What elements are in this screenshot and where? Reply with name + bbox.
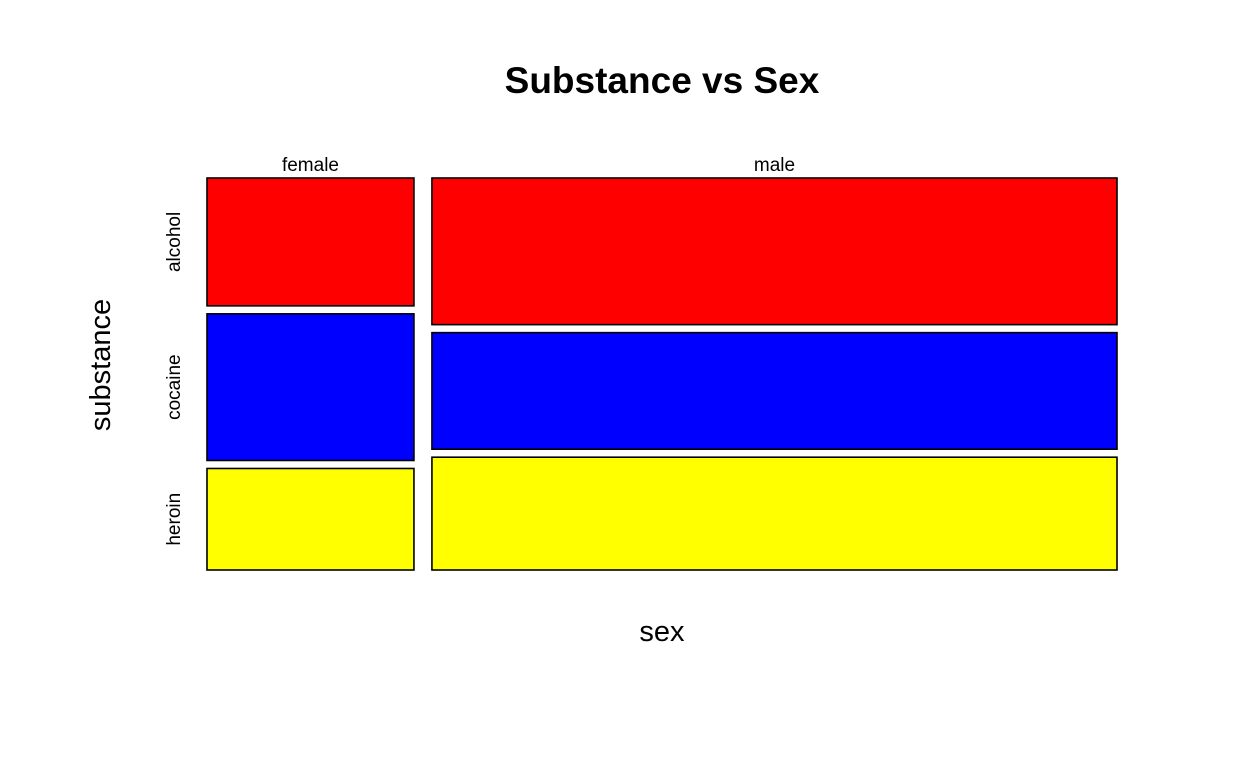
x-category-labels: female male — [282, 155, 795, 176]
x-category-label-male: male — [754, 155, 795, 176]
tile-male-alcohol — [431, 177, 1118, 326]
tile-female-alcohol — [206, 177, 415, 307]
y-category-label-cocaine: cocaine — [164, 354, 185, 420]
mosaic-tiles — [206, 177, 1118, 571]
tile-male-heroin — [431, 456, 1118, 571]
tile-female-heroin — [206, 467, 415, 571]
y-category-label-heroin: heroin — [164, 493, 185, 546]
x-axis-title: sex — [639, 616, 685, 648]
y-axis-title: substance — [85, 299, 117, 431]
y-category-label-alcohol: alcohol — [164, 212, 185, 272]
tile-male-cocaine — [431, 331, 1118, 451]
chart-title: Substance vs Sex — [505, 60, 820, 101]
y-category-labels: alcohol cocaine heroin — [164, 212, 185, 546]
x-category-label-female: female — [282, 155, 339, 176]
tile-female-cocaine — [206, 313, 415, 462]
